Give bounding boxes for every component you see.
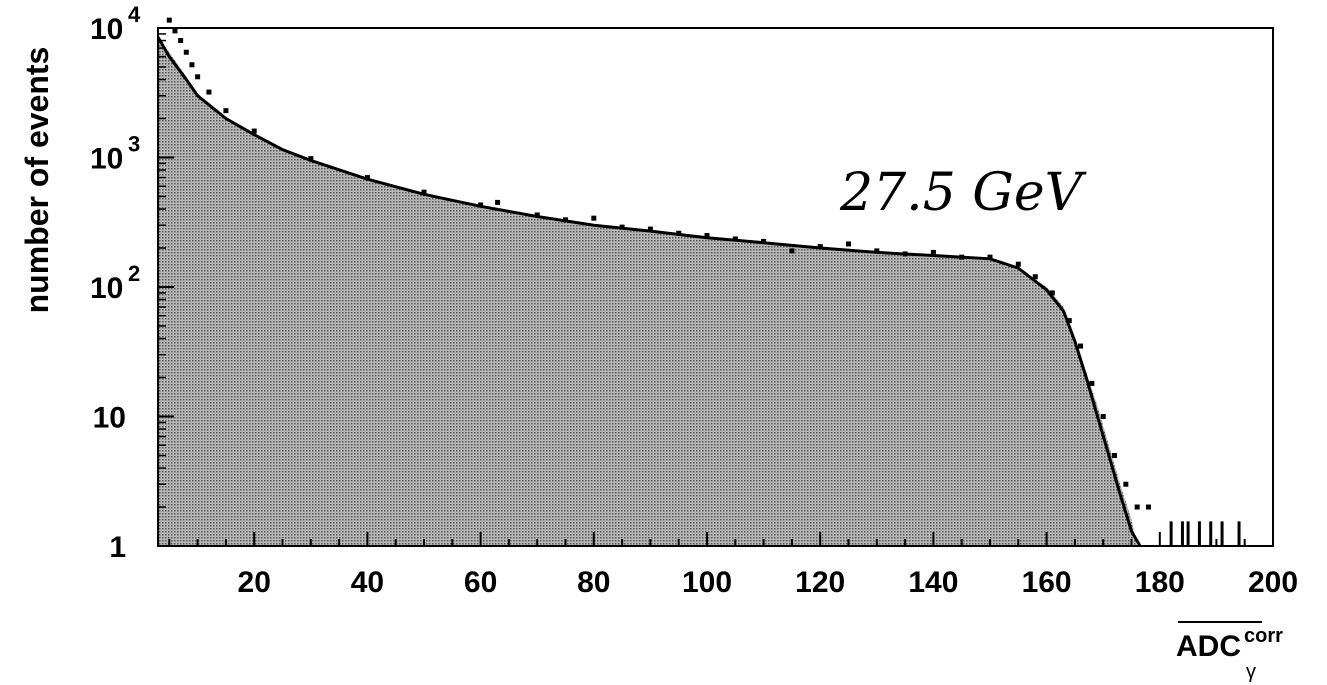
data-point bbox=[563, 217, 569, 223]
data-point bbox=[704, 232, 710, 238]
data-point bbox=[1123, 481, 1129, 487]
data-point bbox=[1112, 452, 1118, 458]
data-point bbox=[166, 17, 172, 23]
x-axis-label-base: ADC bbox=[1176, 630, 1241, 663]
data-point bbox=[421, 189, 427, 195]
data-point bbox=[1078, 343, 1084, 349]
data-point bbox=[902, 251, 908, 257]
y-tick-label: 1 bbox=[109, 531, 126, 564]
x-tick-label: 20 bbox=[238, 566, 271, 599]
x-tick-label: 140 bbox=[908, 566, 958, 599]
y-tick-label: 10 bbox=[93, 402, 126, 435]
data-point bbox=[1089, 380, 1095, 386]
x-axis-label: ADC corr γ bbox=[1176, 621, 1283, 683]
data-point bbox=[647, 226, 653, 232]
data-point bbox=[364, 175, 370, 181]
data-point bbox=[195, 74, 201, 80]
energy-annotation: 27.5 GeV bbox=[839, 163, 1087, 223]
x-tick-label: 160 bbox=[1022, 566, 1072, 599]
x-tick-label: 180 bbox=[1135, 566, 1185, 599]
data-point bbox=[846, 241, 852, 247]
y-tick-label: 10 bbox=[90, 272, 123, 305]
data-point bbox=[189, 62, 195, 68]
data-point bbox=[591, 215, 597, 221]
data-point bbox=[1066, 318, 1072, 324]
y-tick-label: 10 bbox=[90, 143, 123, 176]
data-point bbox=[1049, 290, 1055, 296]
data-point bbox=[789, 248, 795, 254]
data-point bbox=[1145, 504, 1151, 510]
x-tick-label: 100 bbox=[682, 566, 732, 599]
x-tick-label: 200 bbox=[1248, 566, 1298, 599]
x-tick-label: 120 bbox=[795, 566, 845, 599]
data-point bbox=[534, 212, 540, 218]
data-point bbox=[1015, 261, 1021, 267]
data-point bbox=[676, 230, 682, 236]
x-tick-label: 80 bbox=[577, 566, 610, 599]
x-tick-label: 60 bbox=[464, 566, 497, 599]
y-tick-exponent: 4 bbox=[128, 2, 141, 27]
x-tick-label: 40 bbox=[351, 566, 384, 599]
data-point bbox=[495, 199, 501, 205]
data-point bbox=[874, 248, 880, 254]
x-axis-label-sub: γ bbox=[1246, 661, 1256, 683]
data-point bbox=[223, 108, 229, 114]
x-axis-label-sup: corr bbox=[1244, 625, 1283, 647]
data-point bbox=[930, 249, 936, 255]
data-point bbox=[732, 236, 738, 242]
data-point bbox=[817, 244, 823, 250]
y-tick-label: 10 bbox=[90, 13, 123, 46]
data-point bbox=[761, 238, 767, 244]
data-point bbox=[183, 49, 189, 55]
data-point bbox=[478, 202, 484, 208]
tail-bars-layer bbox=[1169, 521, 1241, 546]
data-point bbox=[1032, 274, 1038, 280]
y-axis-label: number of events bbox=[19, 47, 55, 314]
data-point bbox=[1134, 504, 1140, 510]
data-point bbox=[1100, 414, 1106, 419]
y-tick-exponent: 3 bbox=[128, 132, 140, 157]
data-point bbox=[206, 89, 212, 95]
y-tick-exponent: 2 bbox=[128, 261, 140, 286]
histogram-fill-layer bbox=[158, 40, 1138, 546]
x-ticks-layer: 20 40 60 80 100 120 140 160 180 200 bbox=[168, 532, 1298, 599]
data-point bbox=[172, 28, 178, 34]
data-point bbox=[251, 128, 257, 134]
data-point bbox=[959, 254, 965, 260]
histogram-area bbox=[158, 40, 1138, 546]
data-point bbox=[619, 224, 625, 230]
data-point bbox=[308, 156, 314, 162]
data-points-layer bbox=[166, 17, 1151, 510]
data-point bbox=[178, 38, 184, 44]
data-point bbox=[987, 254, 993, 260]
